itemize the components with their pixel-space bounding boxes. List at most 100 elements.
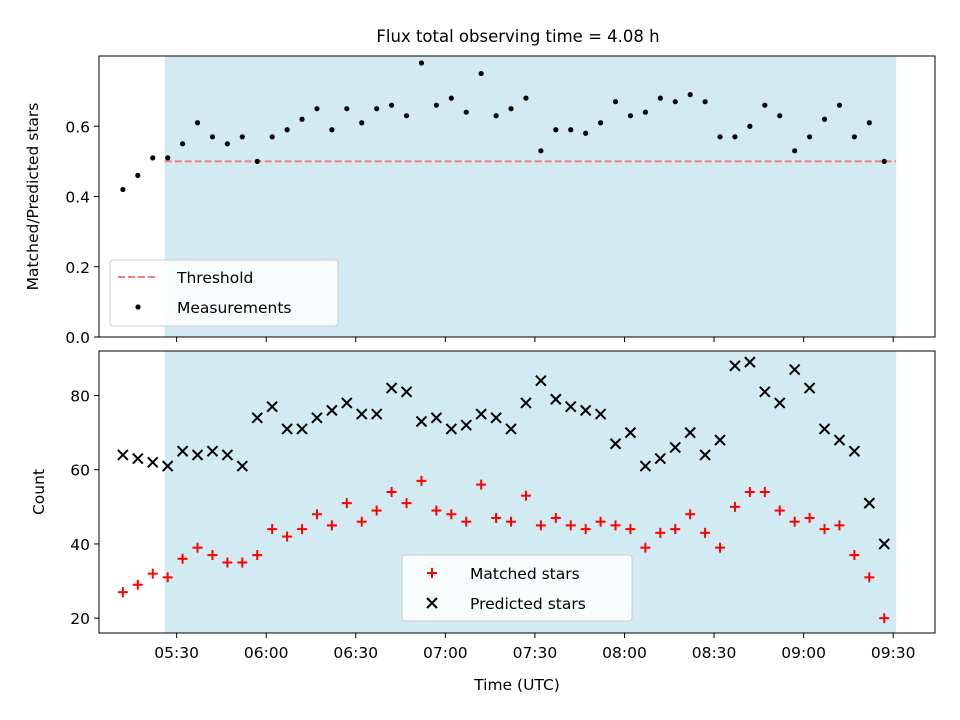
- matched-stars-marker: [326, 520, 337, 531]
- predicted-stars-marker: [296, 423, 308, 435]
- matched-stars-marker: [580, 524, 591, 535]
- predicted-stars-marker: [818, 423, 831, 435]
- matched-stars-marker: [356, 516, 367, 527]
- measurement-point: [165, 155, 171, 161]
- chart-title: Flux total observing time = 4.08 h: [376, 27, 659, 46]
- measurement-point: [583, 130, 589, 136]
- matched-stars-marker: [476, 479, 487, 490]
- matched-stars-marker: [774, 505, 785, 516]
- measurement-point: [209, 134, 216, 140]
- predicted-stars-marker: [669, 441, 681, 454]
- x-tick-label: 06:30: [333, 644, 378, 662]
- matched-stars-marker: [401, 498, 412, 509]
- measurement-point: [687, 92, 693, 98]
- measurement-point: [732, 134, 738, 140]
- matched-stars-marker: [565, 520, 576, 531]
- predicted-stars-marker: [624, 426, 637, 439]
- matched-stars-marker: [744, 487, 755, 497]
- predicted-stars-marker: [311, 412, 323, 424]
- predicted-stars-marker: [848, 445, 861, 457]
- y-tick-label: 20: [70, 610, 90, 628]
- predicted-stars-marker: [370, 408, 383, 420]
- legend-matched-label: Matched stars: [470, 565, 580, 583]
- predicted-stars-marker: [400, 386, 413, 398]
- legend: Matched stars Predicted stars: [401, 554, 633, 622]
- predicted-stars-marker: [445, 423, 458, 435]
- predicted-stars-marker: [132, 452, 144, 465]
- measurement-point: [418, 60, 425, 66]
- predicted-stars-marker: [803, 382, 816, 394]
- matched-stars-marker: [386, 487, 397, 497]
- measurement-point: [478, 70, 484, 77]
- matched-stars-marker: [282, 531, 293, 542]
- predicted-stars-marker: [505, 423, 517, 435]
- x-tick-label: 08:00: [602, 644, 647, 662]
- predicted-stars-marker: [535, 374, 547, 387]
- measurement-point: [777, 113, 783, 119]
- measurement-point: [389, 102, 395, 108]
- measurement-point: [135, 172, 141, 179]
- y-tick-label: 0.2: [65, 259, 90, 277]
- measurement-point: [403, 113, 410, 119]
- matched-stars-marker: [819, 524, 830, 535]
- x-axis-label: Time (UTC): [473, 676, 560, 694]
- matched-stars-marker: [520, 490, 531, 501]
- measurement-point: [642, 109, 648, 115]
- predicted-stars-marker: [430, 412, 443, 424]
- legend-predicted-swatch: [426, 597, 438, 609]
- bottom-panel: 20 40 60 80 Count 05:30 06:00 06:30 07:00 07:30 08…: [30, 350, 936, 694]
- predicted-stars-marker: [147, 456, 159, 469]
- measurement-point: [120, 186, 126, 193]
- measurement-point: [224, 141, 230, 147]
- matched-stars-marker: [461, 516, 472, 527]
- predicted-stars-marker: [251, 412, 263, 424]
- measurement-point: [314, 106, 320, 112]
- matched-stars-marker: [834, 520, 845, 531]
- measurement-point: [747, 123, 753, 129]
- predicted-stars-marker: [475, 408, 487, 420]
- matched-stars-marker: [849, 550, 860, 561]
- x-tick-label: 07:00: [423, 644, 468, 662]
- x-tick-label: 06:00: [244, 644, 289, 662]
- measurement-point: [463, 109, 469, 115]
- y-tick-label: 0.4: [65, 189, 90, 207]
- predicted-stars-marker: [684, 426, 696, 439]
- matched-stars-marker: [610, 520, 621, 531]
- matched-stars-marker: [207, 550, 218, 561]
- measurement-point: [329, 127, 335, 133]
- legend-predicted-label: Predicted stars: [470, 595, 586, 613]
- predicted-stars-marker: [221, 449, 234, 461]
- y-tick-label: 80: [70, 388, 90, 406]
- matched-stars-marker: [550, 512, 561, 523]
- predicted-stars-marker: [206, 445, 219, 457]
- measurement-point: [717, 134, 723, 140]
- measurement-point: [269, 134, 275, 140]
- predicted-stars-marker: [385, 382, 398, 394]
- axes-frame: [98, 350, 936, 634]
- matched-stars-marker: [311, 509, 322, 520]
- measurement-point: [508, 106, 514, 112]
- measurement-point: [672, 99, 678, 105]
- predicted-stars-marker: [520, 397, 532, 409]
- predicted-stars-marker: [729, 360, 741, 372]
- measurement-point: [433, 102, 439, 108]
- matched-stars-marker: [879, 613, 890, 624]
- measurement-point: [866, 120, 872, 126]
- matched-stars-marker: [640, 542, 651, 553]
- matched-stars-marker: [297, 524, 308, 535]
- measurement-point: [538, 148, 544, 154]
- legend: Threshold Measurements: [109, 259, 339, 327]
- measurement-point: [180, 141, 186, 147]
- measurement-point: [523, 95, 529, 101]
- y-tick-label: 0.0: [65, 329, 90, 347]
- x-tick-label: 07:30: [513, 644, 558, 662]
- predicted-stars-marker: [176, 445, 189, 457]
- predicted-stars-marker: [356, 408, 368, 420]
- predicted-stars-marker: [863, 497, 876, 509]
- predicted-stars-marker: [774, 397, 786, 409]
- legend-measurements-swatch: [135, 304, 141, 310]
- measurement-point: [284, 127, 290, 133]
- matched-stars-marker: [685, 509, 696, 520]
- predicted-stars-marker: [654, 452, 667, 465]
- matched-stars-marker: [431, 505, 442, 516]
